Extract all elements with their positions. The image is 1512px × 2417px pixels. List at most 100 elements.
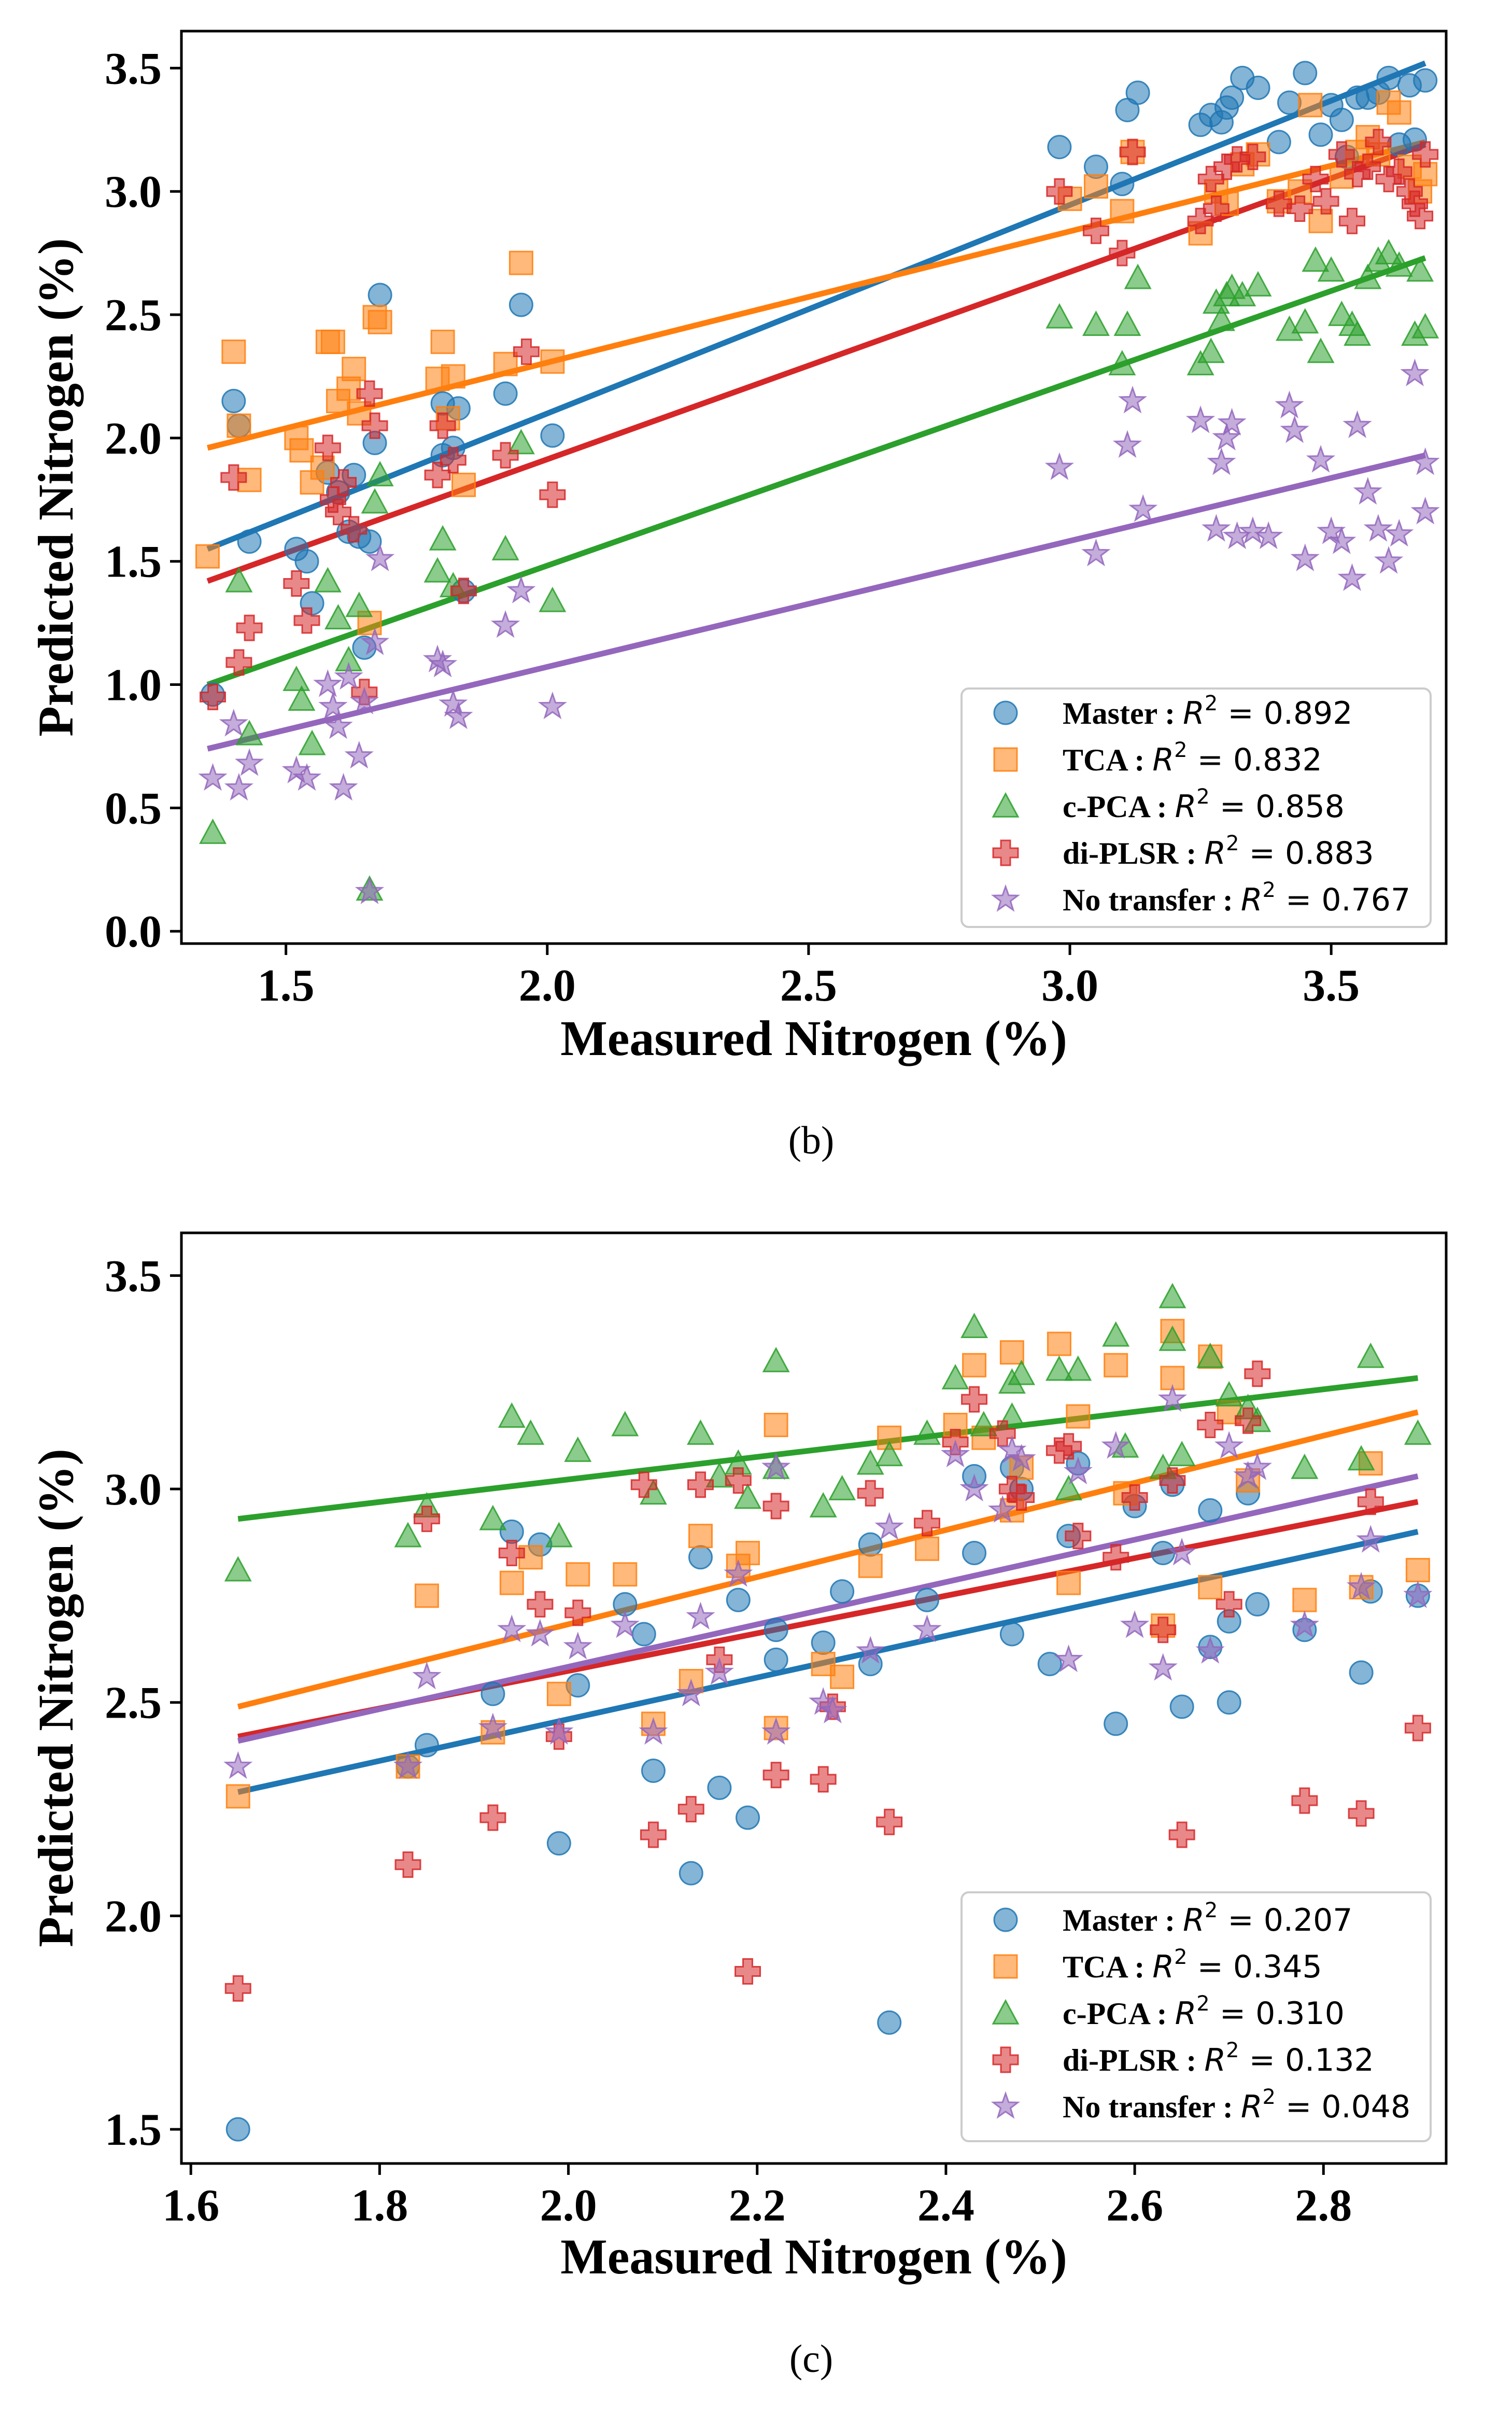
diplsr-point [762,1762,789,1789]
cpca-point [479,1505,507,1530]
legend-entry-cpca: c-PCA : R2 = 0.310 [1063,1992,1345,2032]
notransfer-point [1120,1610,1150,1638]
tca-point [451,472,476,497]
master-point [499,1519,524,1544]
y-tick-label: 2.5 [105,290,162,341]
legend-marker-master [993,1907,1018,1932]
master-point [1266,130,1291,154]
legend-entry-master: Master : R2 = 0.207 [1063,1899,1352,1938]
cpca-point [1207,305,1235,331]
master-point [764,1647,788,1672]
legend-marker-cpca [992,1999,1020,2025]
tca-point [195,544,220,569]
diplsr-point [762,1493,789,1520]
cpca-point [1196,1342,1224,1368]
diplsr-point [314,434,341,461]
notransfer-point [1353,476,1382,505]
tca-point [1298,93,1323,118]
cpca-point [734,1483,762,1509]
cpca-point [1291,308,1319,334]
notransfer-point [874,1512,904,1540]
notransfer-fit-line [237,1473,1419,1744]
diplsr-point [1365,129,1392,156]
tca-point [1387,100,1411,125]
notransfer-point [1346,1571,1376,1600]
cpca-point [491,535,519,560]
tca-point [688,1524,713,1549]
cpca-point [1347,1445,1375,1471]
cpca-point [361,488,389,514]
notransfer-point [223,1751,253,1779]
diplsr-point [1121,1484,1148,1511]
ticks-b: 1.5 2.0 2.5 3.0 3.5 0.0 0.5 1.0 1.5 2.0 2.5 3.0 3.5 [105,44,1360,1011]
cpca-point [960,1312,988,1339]
diplsr-point [1244,1360,1271,1387]
tca-point [493,352,518,376]
cpca-point [539,586,567,612]
cpca-point [1307,338,1335,363]
legend-entry-diplsr: di-PLSR : R2 = 0.132 [1063,2039,1374,2078]
cpca-point [1411,313,1439,339]
cpca-point [394,1522,422,1548]
cpca-point [1385,251,1413,277]
tca-point [962,1353,987,1378]
notransfer-point [329,772,358,801]
master-point [1413,68,1438,93]
diplsr-point [361,412,388,439]
notransfer-point [1044,452,1075,480]
cpca-point [366,461,394,487]
notransfer-point [318,691,348,720]
diplsr-point [1328,141,1355,168]
x-axis-title-c: Measured Nitrogen (%) [560,2229,1067,2284]
diplsr-point [640,1821,667,1848]
notransfer-point [959,1473,989,1502]
diplsr-point [1119,138,1146,165]
data-points-c [223,1283,1433,2142]
tca-point [289,438,314,463]
notransfer-point [1374,546,1404,574]
tca-point [1110,199,1135,223]
notransfer-point [355,876,385,904]
cpca-point [199,818,227,844]
master-point [493,381,518,406]
diplsr-point [914,1510,941,1537]
master-point [764,1618,788,1642]
tca-point [546,1681,571,1706]
master-point [1245,1592,1270,1617]
diplsr-point [1203,195,1230,222]
notransfer-point [761,1717,791,1745]
tca-point [858,1553,883,1578]
y-tick-label: 3.5 [105,44,162,94]
notransfer-point [1212,423,1241,451]
panel-b: 1.5 2.0 2.5 3.0 3.50.00.51.01.52.02.53.03.5 … [28,30,1448,1162]
cpca-point [423,557,451,583]
tca-point [1198,1575,1223,1599]
cpca-point [498,1402,526,1428]
y-tick-label: 2.0 [105,1891,162,1942]
tca-point [1405,1557,1430,1582]
tca-point [915,1536,940,1561]
legend-box-c [960,1891,1432,2142]
notransfer-point [1054,1644,1083,1673]
diplsr-point [1065,1523,1092,1550]
tca-point [1047,1331,1071,1356]
x-tick-label: 3.0 [1041,961,1098,1011]
notransfer-point [439,689,468,717]
cpca-point [913,1419,941,1445]
master-point [1329,107,1354,132]
diplsr-point [225,649,252,676]
notransfer-point [292,763,322,791]
tca-point [320,329,345,354]
notransfer-point [1327,526,1356,554]
master-point [811,1630,836,1655]
tca-point [441,364,465,389]
diplsr-point [687,1471,714,1498]
master-point [688,1545,713,1570]
notransfer-point [563,1632,592,1660]
tca-fit-line [237,1409,1419,1710]
notransfer-point [1007,1443,1036,1472]
notransfer-point [1306,445,1336,473]
legend-entry-master: Master : R2 = 0.892 [1063,692,1352,732]
diplsr-point [293,607,320,634]
cpca-point [1045,303,1073,329]
